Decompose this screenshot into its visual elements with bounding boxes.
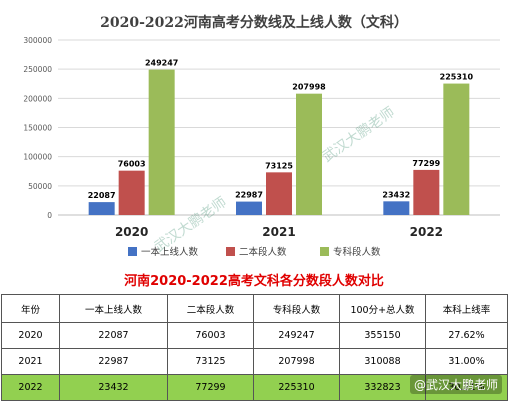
cell-total: 310088	[339, 348, 426, 375]
bar	[88, 202, 115, 215]
bar	[148, 69, 175, 215]
cell-year: 2020	[1, 322, 60, 349]
cell-total: 355150	[339, 322, 426, 349]
comparison-table: 年份 一本上线人数 二本段人数 专科段人数 100分+总人数 本科上线率 202…	[1, 294, 508, 401]
cell-year: 2022	[1, 374, 60, 401]
header-college: 专科段人数	[253, 294, 340, 323]
header-total: 100分+总人数	[339, 294, 426, 323]
legend-label: 专科段人数	[333, 246, 381, 258]
data-label: 207998	[292, 83, 326, 92]
data-label: 73125	[265, 161, 293, 170]
bar	[443, 83, 470, 215]
bars: 22087 76003 249247 22987 73125 207998 23432 772…	[88, 59, 474, 215]
legend-label: 二本段人数	[239, 246, 287, 258]
cell-tier1: 22987	[59, 348, 168, 375]
header-tier1: 一本上线人数	[59, 294, 168, 323]
data-label: 225310	[440, 73, 474, 82]
y-tick-label: 150000	[23, 124, 52, 133]
legend-swatch	[128, 247, 137, 256]
header-tier2: 二本段人数	[167, 294, 254, 323]
table-header-row: 年份 一本上线人数 二本段人数 专科段人数 100分+总人数 本科上线率	[1, 294, 508, 323]
y-tick-label: 100000	[23, 153, 52, 162]
cell-tier2: 77299	[167, 374, 254, 401]
x-tick-label: 2020	[115, 225, 148, 239]
x-tick-label: 2021	[262, 225, 295, 239]
legend-swatch	[226, 247, 235, 256]
y-axis-ticks: 0 50000 100000 150000 200000 250000 300000	[23, 36, 52, 220]
cell-college: 207998	[253, 348, 340, 375]
data-label: 22987	[235, 191, 263, 200]
x-axis-ticks: 2020 2021 2022	[115, 225, 443, 239]
cell-rate: 31.00%	[425, 348, 508, 375]
cell-total: 332823	[339, 374, 426, 401]
data-label: 23432	[382, 190, 410, 199]
data-label: 249247	[145, 59, 178, 68]
legend-swatch	[320, 247, 329, 256]
bar	[296, 93, 322, 215]
bar	[118, 170, 145, 215]
legend: 一本上线人数 二本段人数 专科段人数	[128, 246, 381, 258]
data-label: 77299	[412, 159, 440, 168]
cell-tier1: 22087	[59, 322, 168, 349]
data-label: 22087	[88, 191, 116, 200]
bar	[236, 201, 262, 215]
data-label: 76003	[118, 160, 146, 169]
cell-tier1: 23432	[59, 374, 168, 401]
y-tick-label: 250000	[23, 65, 52, 74]
table-row-highlighted: 2022 23432 77299 225310 332823 30.21%	[1, 374, 508, 401]
header-year: 年份	[1, 294, 60, 323]
chart-title: 2020-2022河南高考分数线及上线人数（文科）	[100, 14, 408, 31]
cell-college: 249247	[253, 322, 340, 349]
cell-tier2: 73125	[167, 348, 254, 375]
cell-rate: 27.62%	[425, 322, 508, 349]
table-row: 2020 22087 76003 249247 355150 27.62%	[1, 322, 508, 349]
cell-year: 2021	[1, 348, 60, 375]
legend-label: 一本上线人数	[141, 246, 199, 258]
x-tick-label: 2022	[410, 225, 443, 239]
bar	[266, 172, 292, 215]
y-tick-label: 200000	[23, 94, 52, 103]
table-row: 2021 22987 73125 207998 310088 31.00%	[1, 348, 508, 375]
y-tick-label: 300000	[23, 36, 52, 45]
y-tick-label: 50000	[28, 182, 52, 191]
cell-rate: 30.21%	[425, 374, 508, 401]
bar-chart: 2020-2022河南高考分数线及上线人数（文科） 0 50000 100000 15…	[23, 14, 500, 258]
y-tick-label: 0	[47, 211, 52, 220]
watermark-corner: @武汉大鹏老师	[409, 375, 502, 394]
table-title: 河南2020-2022高考文科各分数段人数对比	[124, 274, 384, 289]
cell-college: 225310	[253, 374, 340, 401]
cell-tier2: 76003	[167, 322, 254, 349]
bar	[383, 201, 410, 215]
header-rate: 本科上线率	[425, 294, 508, 323]
bar	[413, 169, 440, 215]
